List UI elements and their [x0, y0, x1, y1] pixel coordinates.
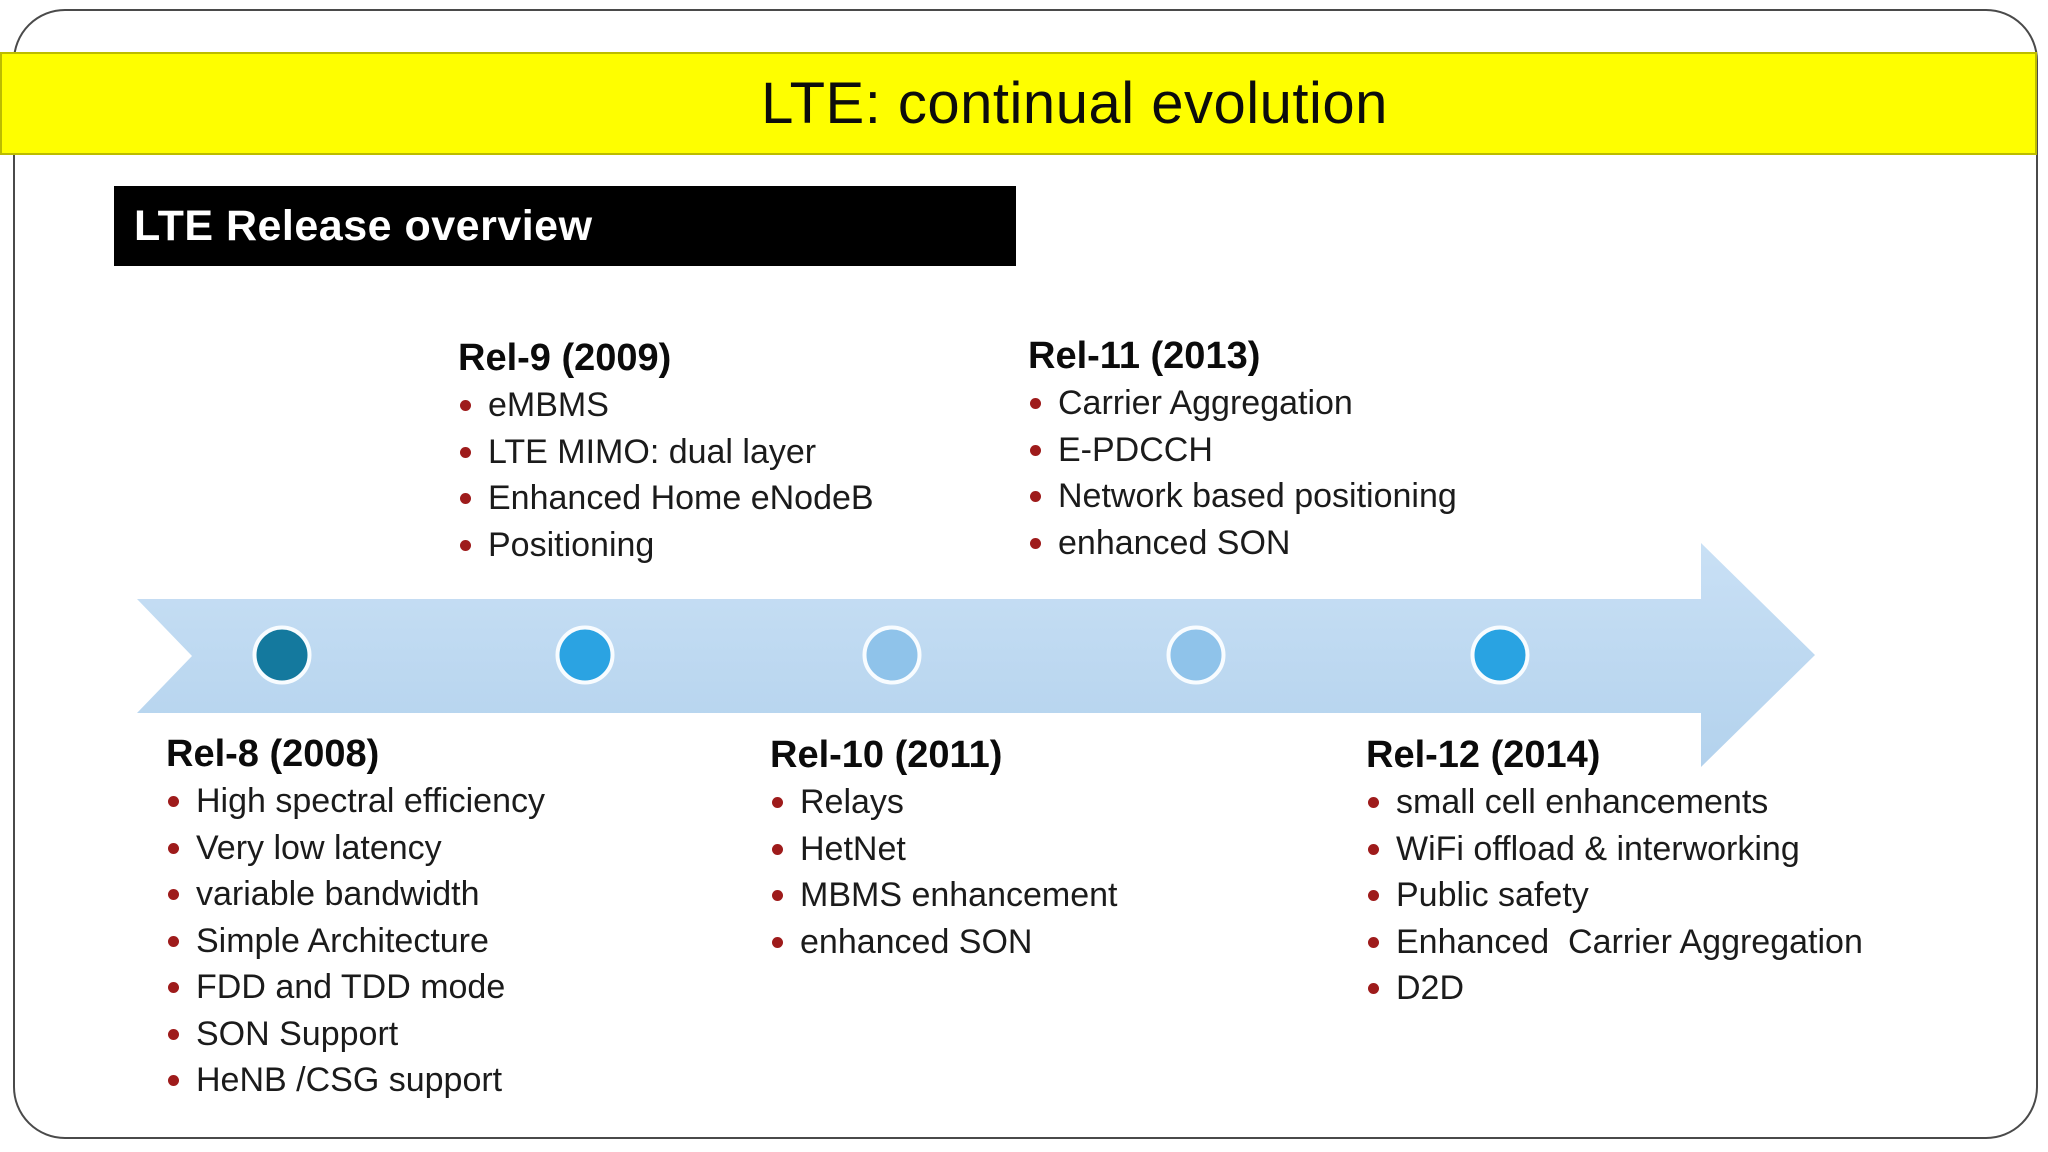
list-item: HeNB /CSG support [166, 1057, 545, 1104]
list-item: Relays [770, 779, 1118, 826]
release-item-list: Relays HetNet MBMS enhancement enhanced SON [770, 779, 1118, 965]
list-item: WiFi offload & interworking [1366, 826, 1863, 873]
release-item-list: eMBMS LTE MIMO: dual layer Enhanced Home e… [458, 382, 874, 568]
list-item: Carrier Aggregation [1028, 380, 1457, 427]
list-item: D2D [1366, 965, 1863, 1012]
section-header-label: LTE Release overview [134, 201, 593, 250]
release-title: Rel-11 (2013) [1028, 335, 1261, 377]
list-item: Enhanced Home eNodeB [458, 475, 874, 522]
list-item: Public safety [1366, 872, 1863, 919]
release-title: Rel-10 (2011) [770, 734, 1003, 776]
release-title: Rel-9 (2009) [458, 337, 672, 379]
title-banner: LTE: continual evolution [0, 52, 2037, 155]
list-item: MBMS enhancement [770, 872, 1118, 919]
list-item: HetNet [770, 826, 1118, 873]
section-header: LTE Release overview [114, 186, 1016, 266]
timeline-dot-rel-8 [252, 625, 312, 685]
release-item-list: High spectral efficiency Very low latency… [166, 778, 545, 1104]
list-item: small cell enhancements [1366, 779, 1863, 826]
timeline-dot-rel-11 [1166, 625, 1226, 685]
release-block-rel-8: Rel-8 (2008) High spectral efficiency Ver… [166, 732, 545, 1104]
list-item: High spectral efficiency [166, 778, 545, 825]
release-block-rel-10: Rel-10 (2011) Relays HetNet MBMS enhanceme… [770, 733, 1118, 965]
release-item-list: small cell enhancements WiFi offload & in… [1366, 779, 1863, 1012]
list-item: enhanced SON [770, 919, 1118, 966]
list-item: eMBMS [458, 382, 874, 429]
list-item: SON Support [166, 1011, 545, 1058]
timeline-dot-rel-12 [1470, 625, 1530, 685]
release-item-list: Carrier Aggregation E-PDCCH Network based … [1028, 380, 1457, 566]
release-title: Rel-8 (2008) [166, 733, 380, 775]
release-block-rel-12: Rel-12 (2014) small cell enhancements WiF… [1366, 733, 1863, 1012]
release-block-rel-9: Rel-9 (2009) eMBMS LTE MIMO: dual layer En… [458, 336, 874, 568]
list-item: FDD and TDD mode [166, 964, 545, 1011]
list-item: Enhanced Carrier Aggregation [1366, 919, 1863, 966]
list-item: LTE MIMO: dual layer [458, 429, 874, 476]
list-item: variable bandwidth [166, 871, 545, 918]
list-item: enhanced SON [1028, 520, 1457, 567]
timeline-arrow-shape [137, 543, 1815, 767]
timeline-dot-rel-9 [555, 625, 615, 685]
release-title: Rel-12 (2014) [1366, 734, 1601, 776]
slide-title: LTE: continual evolution [761, 71, 1388, 136]
release-block-rel-11: Rel-11 (2013) Carrier Aggregation E-PDCCH… [1028, 334, 1457, 566]
list-item: Simple Architecture [166, 918, 545, 965]
list-item: Network based positioning [1028, 473, 1457, 520]
timeline-dot-rel-10 [862, 625, 922, 685]
list-item: Positioning [458, 522, 874, 569]
list-item: E-PDCCH [1028, 427, 1457, 474]
list-item: Very low latency [166, 825, 545, 872]
